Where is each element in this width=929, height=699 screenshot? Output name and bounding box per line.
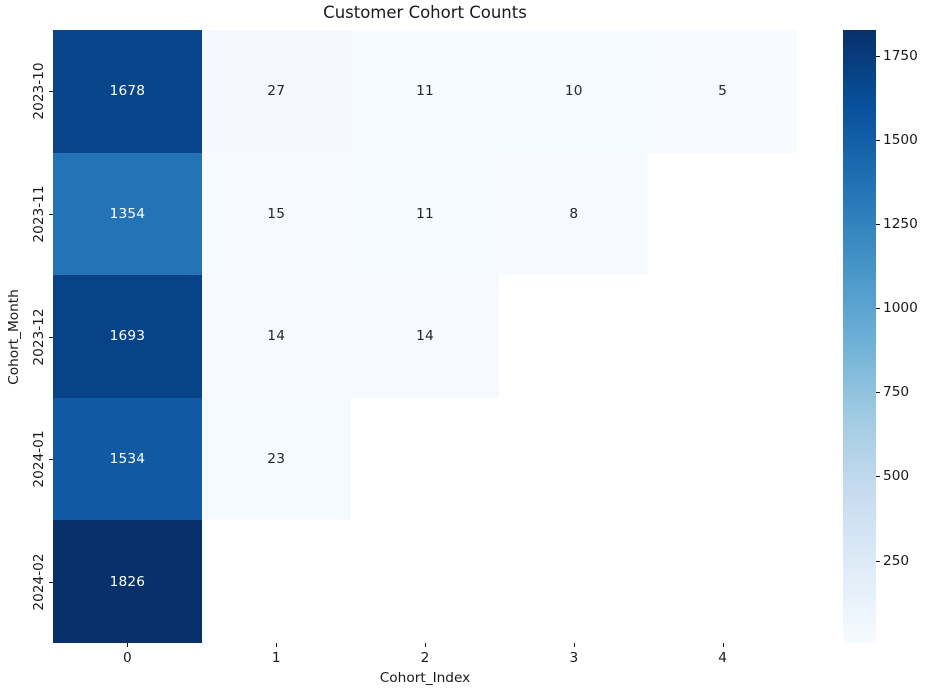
y-tick-label: 2023-10 bbox=[31, 62, 47, 120]
y-tick-label: 2023-12 bbox=[31, 307, 47, 366]
y-tick-label: 2024-01 bbox=[31, 430, 47, 488]
cell-value: 8 bbox=[569, 205, 579, 222]
cell-value: 23 bbox=[267, 451, 286, 468]
x-tick-label: 3 bbox=[569, 650, 579, 666]
colorbar-tick-label: 1000 bbox=[883, 300, 918, 317]
cell-value: 10 bbox=[564, 83, 583, 100]
cell-value: 11 bbox=[416, 205, 434, 222]
y-tick-mark bbox=[49, 459, 53, 461]
y-tick-label: 2023-11 bbox=[31, 185, 47, 243]
heatmap-cell: 5 bbox=[648, 30, 797, 153]
x-tick-mark bbox=[573, 643, 575, 647]
colorbar-tick-mark bbox=[876, 139, 880, 141]
colorbar-tick-mark bbox=[876, 223, 880, 225]
heatmap-cell: 11 bbox=[350, 152, 500, 276]
heatmap-cell: 8 bbox=[499, 152, 649, 276]
cell-value: 1678 bbox=[109, 83, 146, 100]
cell-value: 15 bbox=[267, 205, 286, 222]
cell-value: 1826 bbox=[109, 573, 146, 590]
heatmap-cell: 1826 bbox=[53, 520, 202, 643]
colorbar-tick-mark bbox=[876, 392, 880, 394]
colorbar: 250 500 750 1000 1250 1500 1750 bbox=[843, 30, 918, 643]
colorbar-tick-label: 250 bbox=[883, 552, 910, 569]
x-tick-mark bbox=[425, 643, 426, 647]
cell-value: 27 bbox=[267, 83, 286, 100]
heatmap-cell: 10 bbox=[499, 30, 649, 153]
cell-value: 1534 bbox=[109, 451, 146, 468]
cell-value: 14 bbox=[267, 328, 286, 345]
heatmap-cell: 1693 bbox=[53, 275, 202, 398]
y-tick-mark bbox=[49, 336, 53, 338]
heatmap-cell: 14 bbox=[201, 275, 351, 398]
colorbar-tick-label: 1250 bbox=[883, 215, 918, 232]
colorbar-tick-label: 750 bbox=[883, 384, 910, 401]
heatmap-cell: 15 bbox=[201, 152, 351, 276]
colorbar-tick-mark bbox=[876, 560, 880, 562]
x-tick-label: 2 bbox=[420, 650, 430, 666]
cell-value: 1693 bbox=[109, 328, 146, 345]
y-tick-mark bbox=[49, 91, 53, 93]
heatmap-grid: 1678 27 11 10 5 1354 15 11 8 1693 14 14 1534 23 1826 bbox=[53, 30, 797, 643]
cell-value: 14 bbox=[416, 328, 434, 345]
y-tick-label: 2024-02 bbox=[31, 553, 47, 611]
colorbar-tick-mark bbox=[876, 308, 880, 310]
heatmap-cell: 1534 bbox=[53, 397, 202, 521]
colorbar-gradient bbox=[843, 30, 876, 643]
y-tick-mark bbox=[49, 213, 53, 215]
cell-value: 5 bbox=[718, 83, 728, 100]
heatmap-cell: 27 bbox=[201, 30, 351, 153]
heatmap-cell: 1354 bbox=[53, 152, 202, 276]
colorbar-tick-mark bbox=[876, 476, 880, 478]
x-axis-label: Cohort_Index bbox=[379, 670, 471, 686]
heatmap-cell: 1678 bbox=[53, 30, 202, 153]
x-tick-label: 0 bbox=[123, 650, 132, 666]
colorbar-tick-label: 1750 bbox=[883, 47, 918, 64]
colorbar-tick-label: 1500 bbox=[883, 131, 918, 148]
chart-title: Customer Cohort Counts bbox=[323, 3, 527, 22]
x-tick-mark bbox=[722, 643, 724, 647]
heatmap-plot: Customer Cohort Counts 1678 27 11 10 5 1354 15… bbox=[6, 3, 797, 686]
x-tick-label: 1 bbox=[271, 650, 281, 666]
colorbar-tick-mark bbox=[876, 55, 880, 57]
x-tick-mark bbox=[127, 643, 129, 647]
y-tick-mark bbox=[49, 581, 53, 583]
y-axis-label: Cohort_Month bbox=[6, 288, 22, 385]
cell-value: 11 bbox=[416, 83, 434, 100]
colorbar-tick-label: 500 bbox=[883, 468, 910, 485]
heatmap-cell: 23 bbox=[201, 397, 351, 521]
x-tick-mark bbox=[276, 643, 278, 647]
cell-value: 1354 bbox=[109, 205, 146, 222]
heatmap-cell: 14 bbox=[350, 275, 500, 398]
x-tick-label: 4 bbox=[718, 650, 727, 666]
heatmap-cell: 11 bbox=[350, 30, 500, 153]
